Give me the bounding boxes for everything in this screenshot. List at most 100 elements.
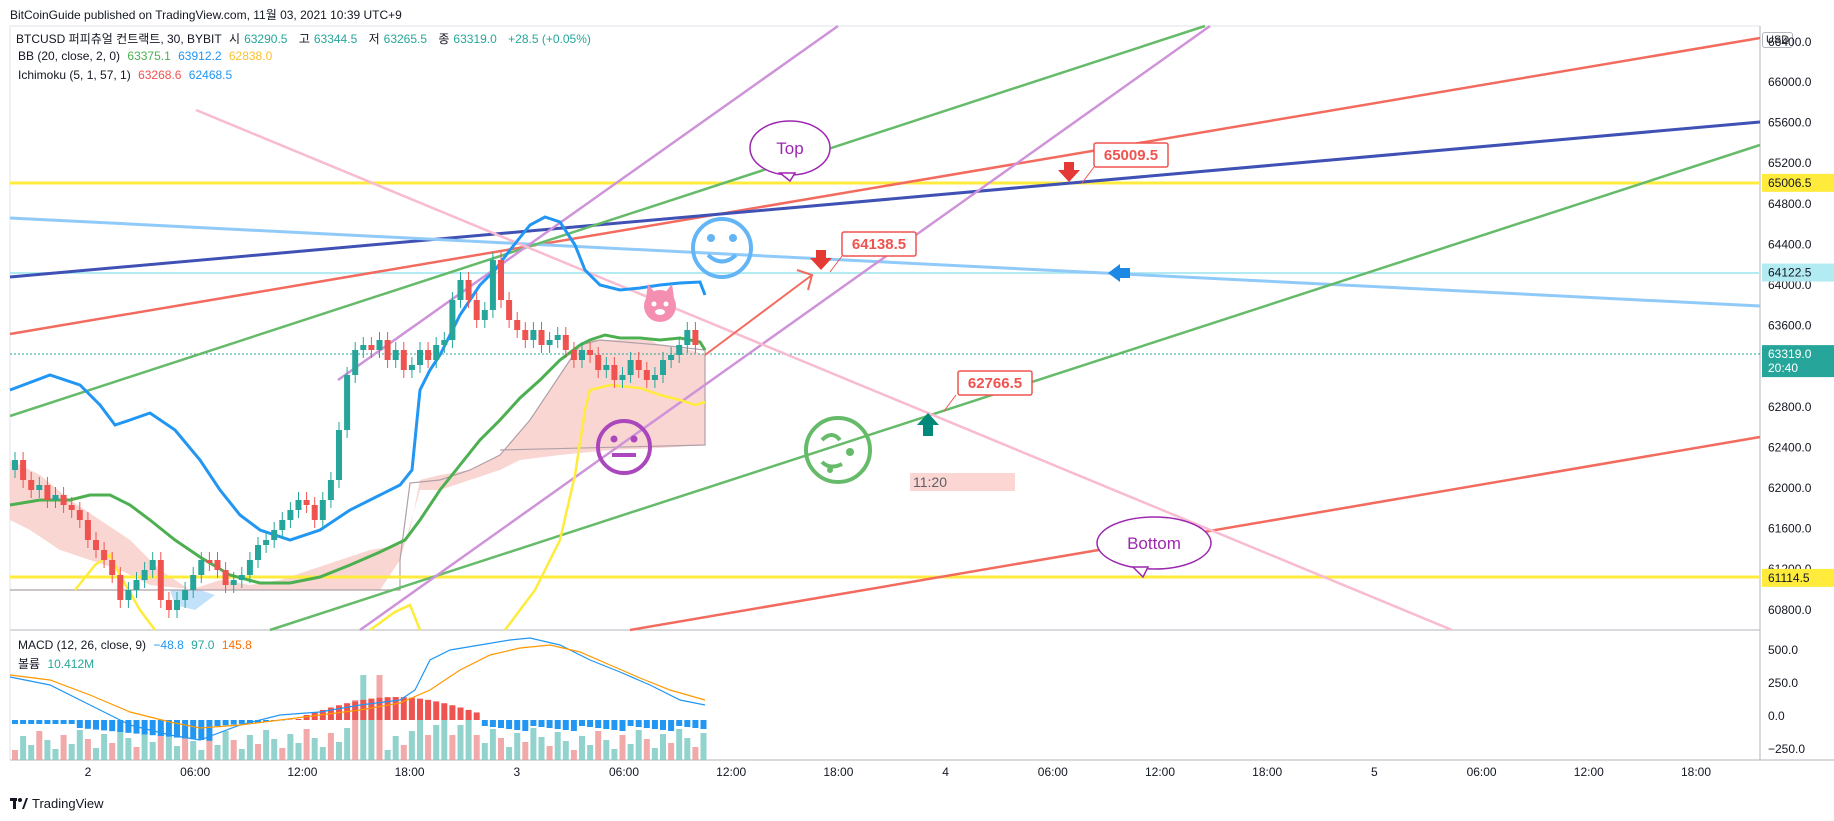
- macd-legend[interactable]: MACD (12, 26, close, 9) −48.8 97.0 145.8: [18, 638, 256, 652]
- macd-histogram-bar: [230, 720, 237, 725]
- wink-emoji-icon[interactable]: [804, 416, 872, 484]
- time-tick: 06:00: [609, 765, 639, 779]
- macd-histogram-bar: [12, 720, 18, 724]
- price-tag-62766[interactable]: 62766.5: [943, 370, 1033, 412]
- green-upper-trendline[interactable]: [9, 24, 1206, 418]
- neutral-emoji-icon[interactable]: [596, 419, 652, 475]
- volume-bar: [643, 739, 650, 760]
- time-tick: 18:00: [823, 765, 853, 779]
- macd-histogram-bar: [84, 720, 91, 729]
- volume-bar: [44, 740, 51, 760]
- top-bubble[interactable]: Top: [749, 120, 831, 183]
- price-highlight-text: 64122.5: [1768, 266, 1812, 280]
- volume-bar: [222, 731, 229, 760]
- candle-body: [44, 485, 51, 500]
- volume-bar: [587, 745, 594, 760]
- candle-body: [417, 350, 423, 365]
- high-label: 고 63344.5: [298, 32, 358, 46]
- volume-bar: [109, 743, 116, 760]
- open-label: 시 63290.5: [229, 32, 288, 46]
- price-tick: 66000.0: [1768, 75, 1812, 89]
- volume-bar: [295, 743, 302, 760]
- candle-body: [60, 495, 67, 505]
- candle-body: [214, 560, 221, 570]
- candle-body: [587, 350, 594, 355]
- volume-bar: [554, 732, 561, 760]
- price-tag-62766-text: 62766.5: [968, 375, 1022, 392]
- price-tick: 65600.0: [1768, 116, 1812, 130]
- candle-body: [109, 560, 116, 575]
- ichimoku-legend[interactable]: Ichimoku (5, 1, 57, 1) 63268.6 62468.5: [18, 68, 236, 82]
- macd-histogram-bar: [603, 720, 610, 729]
- candle-body: [498, 260, 504, 300]
- time-axis[interactable]: 2 06:00 12:00 18:00 3 06:00 12:00 18:00 4 06:00 12…: [85, 765, 1712, 779]
- candle-body: [93, 540, 99, 550]
- candle-body: [327, 480, 334, 500]
- currency-button[interactable]: USD: [1762, 32, 1794, 48]
- publisher-text: BitCoinGuide published on TradingView.co…: [10, 8, 402, 22]
- low-label: 저 63265.5: [368, 32, 428, 46]
- candle-body: [206, 560, 213, 563]
- macd-histogram-bar: [222, 720, 229, 726]
- bottom-bubble-text: Bottom: [1127, 534, 1181, 553]
- price-tick: 64400.0: [1768, 237, 1812, 251]
- candle-body: [570, 350, 577, 360]
- macd-histogram-bar: [684, 720, 691, 727]
- price-tag-64138[interactable]: 64138.5: [829, 231, 917, 273]
- candle-body: [125, 590, 132, 600]
- red-upper-trendline[interactable]: [9, 36, 1761, 336]
- purple-lower-trendline[interactable]: [359, 24, 1211, 632]
- macd-histogram-bar: [619, 720, 626, 731]
- smile-emoji-icon[interactable]: [691, 217, 753, 279]
- volume-bar: [68, 744, 75, 760]
- volume-bar: [651, 748, 658, 760]
- candle-body: [12, 460, 18, 470]
- tradingview-logo[interactable]: TradingView: [10, 796, 104, 811]
- purple-upper-trendline[interactable]: [337, 24, 839, 382]
- price-highlight-label: 64122.5: [1762, 263, 1834, 282]
- bb-value-1: 63375.1: [127, 49, 171, 63]
- volume-bar: [28, 745, 35, 760]
- volume-bar: [619, 735, 626, 760]
- ichimoku-conversion-line: [9, 215, 707, 542]
- time-range-box[interactable]: 11:20: [910, 473, 1015, 491]
- macd-histogram-bar: [425, 699, 432, 720]
- macd-histogram-bar: [570, 720, 577, 731]
- price-axis[interactable]: 66400.0 66000.0 65600.0 65200.0 64800.0 64400…: [1768, 35, 1812, 617]
- ichimoku-lagging: [10, 339, 706, 591]
- macd-histogram-bar: [376, 697, 383, 720]
- volume-bar: [506, 747, 513, 760]
- pink-falling-trendline[interactable]: [195, 108, 1453, 632]
- candle-body: [554, 335, 561, 340]
- symbol-legend[interactable]: BTCUSD 퍼피츄얼 컨트랙트, 30, BYBIT 시 63290.5 고 63…: [16, 30, 595, 47]
- cat-emoji-icon[interactable]: [644, 284, 676, 322]
- volume-bar: [368, 700, 375, 760]
- price-tag-65009[interactable]: 65009.5: [1081, 142, 1169, 184]
- macd-histogram-bar: [481, 720, 488, 726]
- volume-bar: [408, 731, 415, 760]
- macd-histogram-bar: [579, 720, 585, 726]
- time-tick: 2: [85, 765, 92, 779]
- macd-histogram-bar: [660, 720, 666, 730]
- time-tick: 06:00: [1038, 765, 1068, 779]
- bottom-bubble[interactable]: Bottom: [1096, 516, 1212, 579]
- candle-body: [538, 330, 545, 345]
- blue-falling-trendline[interactable]: [9, 216, 1761, 308]
- navy-trendline[interactable]: [9, 120, 1761, 279]
- macd-histogram-bar: [587, 720, 594, 727]
- macd-histogram-bar: [198, 720, 205, 740]
- bb-legend[interactable]: BB (20, close, 2, 0) 63375.1 63912.2 628…: [18, 49, 276, 63]
- candle-body: [676, 345, 683, 355]
- chart-canvas[interactable]: 65009.5 64138.5 62766.5 11:20 Top Bottom: [0, 0, 1834, 790]
- candle-body: [28, 480, 35, 490]
- time-tick: 3: [513, 765, 520, 779]
- ichimoku-label: Ichimoku (5, 1, 57, 1): [18, 68, 131, 82]
- macd-histogram-bar: [473, 712, 480, 720]
- candle-body: [384, 340, 391, 360]
- candle-body: [465, 280, 472, 300]
- price-highlight-subtext: 20:40: [1768, 361, 1798, 375]
- volume-legend[interactable]: 볼륨 10.412M: [18, 655, 98, 672]
- macd-histogram-bar: [165, 720, 172, 737]
- macd-axis[interactable]: 500.0 250.0 0.0 −250.0: [1768, 643, 1805, 756]
- candle-body: [36, 485, 43, 490]
